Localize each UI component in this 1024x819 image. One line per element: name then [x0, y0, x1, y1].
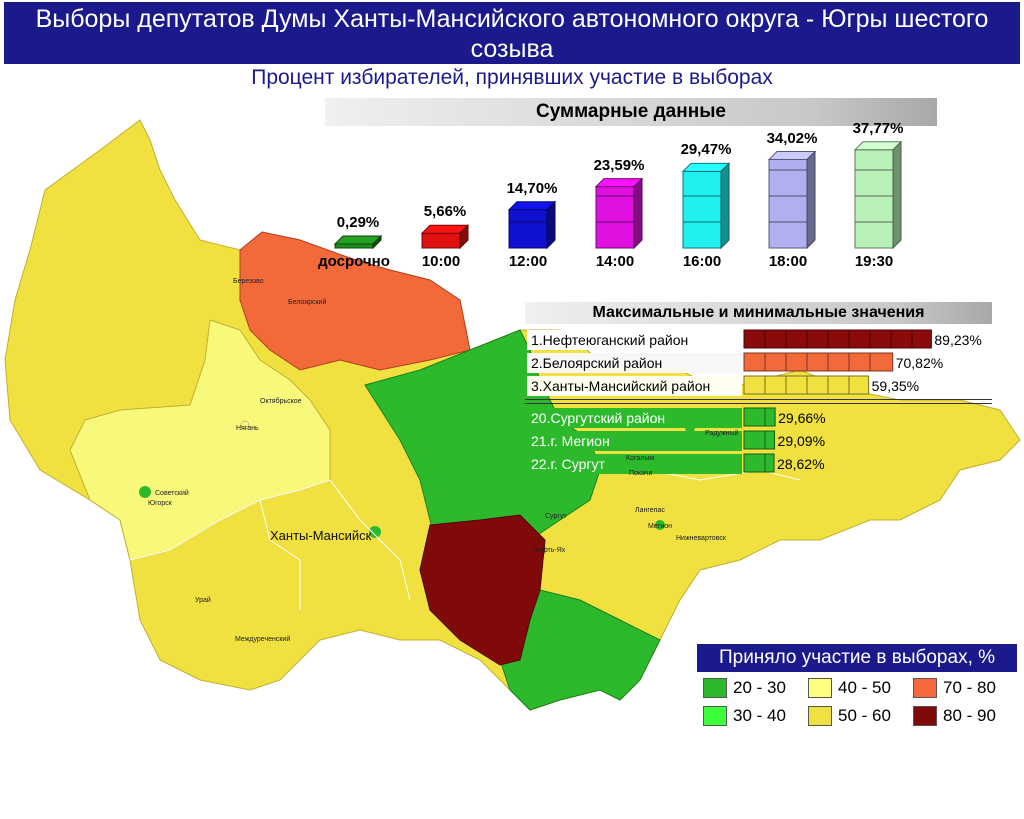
rank-bar-value: 89,23%: [934, 332, 982, 348]
summary-bar-value: 23,59%: [593, 156, 645, 174]
page-title: Выборы депутатов Думы Ханты-Мансийского …: [4, 2, 1020, 64]
district-border: [129, 469, 801, 610]
region-70-80-beloyarsky: [239, 231, 471, 371]
city-patch-sovetsky: [139, 486, 151, 498]
legend-swatch: [808, 678, 832, 698]
bottom-row-1: 20.Сургутский район: [527, 408, 742, 428]
city-label-raduzhny: Радужный: [705, 430, 739, 437]
summary-bar-time: досрочно: [318, 253, 390, 270]
rank-bar-value: 28,62%: [777, 456, 825, 472]
city-patch-nyagan: [240, 420, 250, 430]
rank-bar-value: 59,35%: [871, 378, 920, 394]
city-label-kogalym: Когалым: [626, 455, 655, 462]
city-label-nizhnevartovsk: Нижневартовск: [676, 535, 726, 542]
bottom-row-2: 21.г. Мегион: [527, 431, 742, 451]
rank-bar-value: 70,82%: [895, 355, 944, 371]
rank-bar-0: [743, 329, 932, 349]
city-label-khanty-mansiysk: Ханты-Мансийск: [270, 528, 372, 543]
summary-bar-time: 18:00: [768, 253, 808, 270]
legend-title: Приняло участие в выборах, %: [697, 644, 1017, 672]
summary-bar-time: 12:00: [508, 253, 548, 270]
legend-label: 20 - 30: [733, 678, 786, 697]
minmax-divider: [525, 399, 992, 404]
summary-bar-value: 5,66%: [423, 203, 467, 221]
summary-heading: Суммарные данные: [325, 98, 937, 126]
city-label-pokachi: Покачи: [629, 470, 653, 477]
city-label-sovetsky: Советский: [155, 490, 189, 497]
summary-bar-time: 16:00: [682, 253, 722, 270]
summary-bar-6: [853, 140, 903, 250]
summary-bar-value: 29,47%: [680, 141, 732, 159]
region-80-90-nefteyugansk: [419, 514, 546, 666]
legend-swatch: [808, 706, 832, 726]
city-patch-khanty: [369, 526, 381, 538]
city-label-megion: Мегион: [648, 523, 673, 530]
city-label-langepas: Лангепас: [635, 507, 665, 514]
rank-bar-value: 29,09%: [777, 433, 826, 449]
rank-bar-4: [743, 430, 776, 450]
legend-swatch: [703, 706, 727, 726]
legend-label: 80 - 90: [943, 706, 996, 725]
city-label-beloyarsky: Белоярский: [288, 299, 327, 306]
city-label-uray: Урай: [195, 597, 211, 604]
summary-bar-value: 14,70%: [506, 179, 558, 197]
city-label-mezhdurechensky: Междуреченский: [235, 636, 291, 643]
city-label-oktyabrskoe: Октябрьское: [260, 398, 302, 405]
rank-bar-1: [743, 352, 894, 372]
city-patch-megion: [655, 520, 665, 530]
rank-bar-3: [743, 407, 776, 427]
legend-label: 50 - 60: [838, 706, 891, 725]
bottom-row-3: 22.г. Сургут: [527, 454, 742, 474]
summary-bar-3: [594, 177, 644, 250]
top-row-3: 3.Ханты-Мансийский район: [527, 376, 742, 396]
legend-label: 30 - 40: [733, 706, 786, 725]
rank-bar-value: 29,66%: [778, 410, 826, 426]
map-legend: Приняло участие в выборах, % 20 - 30 30 …: [697, 644, 1017, 734]
summary-bar-value: 0,29%: [336, 214, 380, 231]
summary-bar-5: [767, 150, 817, 250]
summary-bar-time: 10:00: [421, 253, 461, 270]
legend-swatch: [913, 678, 937, 698]
legend-swatch: [913, 706, 937, 726]
summary-bar-1: [420, 224, 470, 250]
rank-bar-2: [743, 375, 870, 395]
page-subtitle: Процент избирателей, принявших участие в…: [251, 66, 773, 89]
city-label-yugorsk: Югорск: [148, 500, 172, 507]
summary-bar-4: [681, 162, 731, 250]
top-row-1: 1.Нефтеюганский район: [527, 330, 742, 350]
city-label-surgut: Сургут: [545, 513, 567, 520]
legend-swatch: [703, 678, 727, 698]
legend-label: 40 - 50: [838, 678, 891, 697]
summary-bar-value: 37,77%: [852, 119, 904, 137]
city-label-nyagan: Нягань: [236, 425, 259, 432]
legend-label: 70 - 80: [943, 678, 996, 697]
top-row-2: 2.Белоярский район: [527, 353, 742, 373]
summary-bar-time: 19:30: [854, 253, 894, 270]
summary-bar-2: [507, 200, 557, 250]
summary-bar-time: 14:00: [595, 253, 635, 270]
rank-bar-5: [743, 453, 775, 473]
city-label-neft-yah: Нефть-Ях: [533, 547, 566, 554]
summary-bar-0: [333, 234, 383, 250]
summary-bar-value: 34,02%: [766, 129, 818, 147]
minmax-heading: Максимальные и минимальные значения: [525, 302, 992, 324]
city-label-berezovo: Березово: [233, 278, 264, 285]
